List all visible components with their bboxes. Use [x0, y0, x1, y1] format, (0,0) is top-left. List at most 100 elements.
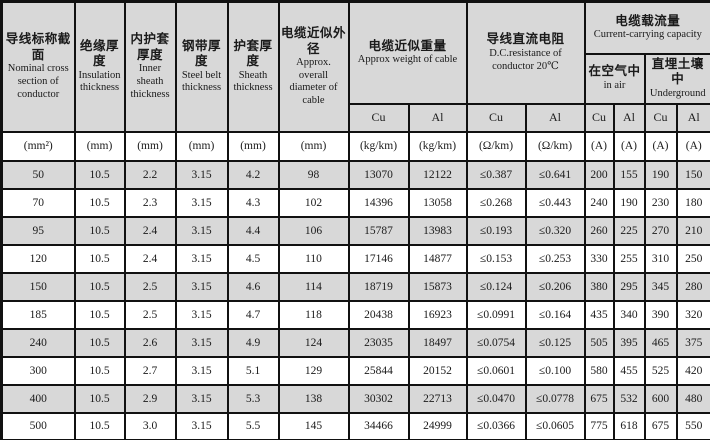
table-cell: 3.15 — [174, 187, 229, 218]
table-cell: 18497 — [407, 327, 468, 358]
table-cell: 13070 — [347, 159, 410, 190]
header-underground-group: 直埋土壤中 Underground — [643, 52, 710, 105]
table-cell: 15787 — [347, 215, 410, 246]
header-en-label: Approx. overall diameter of cable — [289, 57, 338, 106]
table-cell: 295 — [612, 271, 646, 302]
table-cell: 3.15 — [174, 327, 229, 358]
table-cell: ≤0.320 — [524, 215, 586, 246]
table-cell: 2.6 — [123, 327, 177, 358]
table-cell: 300 — [0, 355, 76, 386]
header-approx-diameter: 电缆近似外径 Approx. overall diameter of cable — [277, 0, 350, 133]
unit-cell: (A) — [675, 130, 710, 162]
header-zh-label: 在空气中 — [588, 64, 641, 79]
table-cell: 150 — [0, 271, 76, 302]
table-cell: 22713 — [407, 383, 468, 414]
table-cell: 129 — [277, 355, 350, 386]
table-row: 185 10.5 2.5 3.15 4.7 118 20438 16923 ≤0.0991 ≤0.… — [0, 299, 710, 330]
table-cell: 345 — [643, 271, 678, 302]
table-cell: 255 — [612, 243, 646, 274]
table-cell: 455 — [612, 355, 646, 386]
header-en-label: Nominal cross section of conductor — [7, 63, 69, 100]
table-cell: ≤0.125 — [524, 327, 586, 358]
table-cell: 775 — [583, 411, 615, 440]
table-cell: 95 — [0, 215, 76, 246]
table-cell: 102 — [277, 187, 350, 218]
table-cell: 532 — [612, 383, 646, 414]
header-en-label: Approx weight of cable — [357, 54, 458, 66]
table-cell: 10.5 — [73, 327, 126, 358]
table-cell: 70 — [0, 187, 76, 218]
table-cell: 250 — [675, 243, 710, 274]
header-sheath-thickness: 护套厚度 Sheath thickness — [226, 0, 280, 133]
header-material-al: Al — [612, 102, 646, 133]
header-row-units: (mm²) (mm) (mm) (mm) (mm) (mm) (kg/km) (… — [0, 130, 710, 162]
table-cell: 465 — [643, 327, 678, 358]
table-cell: 500 — [0, 411, 76, 440]
table-cell: 280 — [675, 271, 710, 302]
table-cell: 200 — [583, 159, 615, 190]
table-cell: 395 — [612, 327, 646, 358]
table-cell: 505 — [583, 327, 615, 358]
table-cell: 2.2 — [123, 159, 177, 190]
header-zh-label: 电缆近似外径 — [280, 25, 346, 56]
table-cell: 310 — [643, 243, 678, 274]
table-cell: ≤0.0991 — [465, 299, 527, 330]
header-current-capacity-group: 电缆载流量 Current-carrying capacity — [583, 0, 710, 55]
unit-cell: (kg/km) — [407, 130, 468, 162]
header-en-label: Underground — [649, 87, 706, 99]
header-en-label: D.C.resistance of conductor 20℃ — [489, 47, 562, 72]
header-en-label: Current-carrying capacity — [593, 29, 702, 41]
table-cell: 600 — [643, 383, 678, 414]
table-cell: 2.7 — [123, 355, 177, 386]
header-en-label: Steel belt thickness — [181, 69, 222, 94]
table-body: 50 10.5 2.2 3.15 4.2 98 13070 12122 ≤0.387 ≤0.641… — [0, 159, 710, 440]
table-cell: 12122 — [407, 159, 468, 190]
table-cell: 10.5 — [73, 271, 126, 302]
table-row: 240 10.5 2.6 3.15 4.9 124 23035 18497 ≤0.0754 ≤0.… — [0, 327, 710, 358]
table-cell: 155 — [612, 159, 646, 190]
table-cell: 618 — [612, 411, 646, 440]
table-header: 导线标称截面 Nominal cross section of conducto… — [0, 0, 710, 162]
table-cell: 120 — [0, 243, 76, 274]
table-cell: 2.5 — [123, 299, 177, 330]
table-cell: ≤0.206 — [524, 271, 586, 302]
header-zh-label: 护套厚度 — [233, 38, 273, 69]
table-cell: 260 — [583, 215, 615, 246]
table-cell: 5.1 — [226, 355, 280, 386]
header-row-groups-1: 导线标称截面 Nominal cross section of conducto… — [0, 0, 710, 133]
table-cell: 98 — [277, 159, 350, 190]
header-material-al: Al — [675, 102, 710, 133]
table-cell: 3.15 — [174, 159, 229, 190]
table-cell: 4.9 — [226, 327, 280, 358]
table-cell: 4.3 — [226, 187, 280, 218]
table-cell: 114 — [277, 271, 350, 302]
table-cell: 16923 — [407, 299, 468, 330]
table-cell: 14877 — [407, 243, 468, 274]
table-cell: 2.3 — [123, 187, 177, 218]
table-cell: 2.4 — [123, 215, 177, 246]
unit-cell: (mm) — [174, 130, 229, 162]
table-cell: 2.4 — [123, 243, 177, 274]
table-cell: 3.15 — [174, 355, 229, 386]
table-cell: 340 — [612, 299, 646, 330]
table-cell: 10.5 — [73, 383, 126, 414]
table-cell: ≤0.0778 — [524, 383, 586, 414]
table-cell: 3.15 — [174, 411, 229, 440]
unit-cell: (Ω/km) — [524, 130, 586, 162]
table-cell: 2.9 — [123, 383, 177, 414]
table-cell: 124 — [277, 327, 350, 358]
table-cell: 10.5 — [73, 411, 126, 440]
table-cell: ≤0.443 — [524, 187, 586, 218]
table-cell: 145 — [277, 411, 350, 440]
header-row-material: Cu Al Cu Al Cu Al Cu Al — [2, 102, 710, 133]
table-cell: 18719 — [347, 271, 410, 302]
table-cell: 225 — [612, 215, 646, 246]
header-zh-label: 电缆载流量 — [615, 13, 681, 28]
unit-cell: (A) — [583, 130, 615, 162]
table-cell: 320 — [675, 299, 710, 330]
table-cell: 240 — [583, 187, 615, 218]
table-cell: 270 — [643, 215, 678, 246]
table-cell: 10.5 — [73, 243, 126, 274]
table-cell: ≤0.0366 — [465, 411, 527, 440]
header-zh-label: 直埋土壤中 — [651, 56, 704, 87]
